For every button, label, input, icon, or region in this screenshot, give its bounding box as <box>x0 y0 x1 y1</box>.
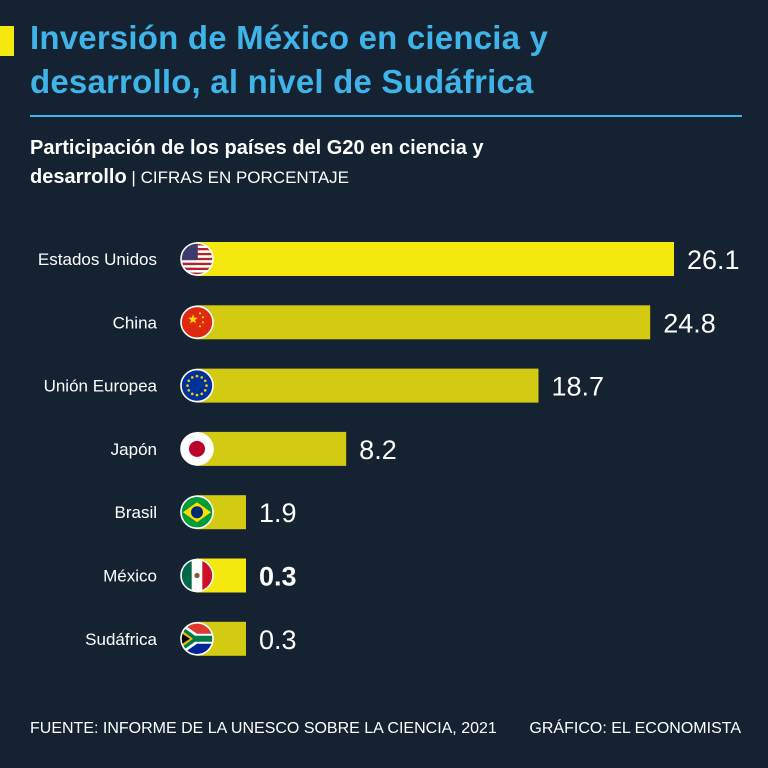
value-label: 26.1 <box>687 245 740 275</box>
title-line-1: Inversión de México en ciencia y <box>30 19 549 56</box>
subtitle-unit: | CIFRAS EN PORCENTAJE <box>126 168 349 187</box>
china-flag-icon <box>181 306 213 339</box>
title-divider <box>30 115 742 117</box>
value-label: 0.3 <box>259 625 297 655</box>
value-label: 0.3 <box>259 562 297 592</box>
eu-flag-icon <box>181 369 213 402</box>
bar-chart: Estados Unidos 26.1 China 24.8 Unión Europea… <box>38 242 740 656</box>
flag-ring <box>180 242 214 276</box>
flag-ring <box>180 305 214 340</box>
flag-ring <box>180 621 214 656</box>
category-label: Brasil <box>114 503 157 522</box>
value-label: 24.8 <box>663 308 716 338</box>
category-label: Unión Europea <box>44 377 158 396</box>
chart-subtitle: Participación de los países del G20 en c… <box>30 134 730 192</box>
title-line-2: desarrollo, al nivel de Sudáfrica <box>30 63 534 100</box>
bar-0 <box>196 242 674 276</box>
subtitle-line-1: Participación de los países del G20 en c… <box>30 137 484 159</box>
japan-flag-icon <box>181 432 213 465</box>
category-label: Japón <box>111 440 157 459</box>
bar-1 <box>196 305 651 340</box>
category-label: Sudáfrica <box>85 630 157 649</box>
title-accent-bar <box>0 26 14 56</box>
south-africa-flag-icon <box>181 622 213 655</box>
subtitle-line-2: desarrollo <box>30 166 127 188</box>
footer-source: FUENTE: INFORME DE LA UNESCO SOBRE LA CI… <box>30 720 497 737</box>
category-label: Estados Unidos <box>38 250 157 269</box>
flag-ring <box>180 432 214 466</box>
bar-3 <box>196 431 347 466</box>
value-label: 1.9 <box>259 498 297 528</box>
footer-credit: GRÁFICO: EL ECONOMISTA <box>529 720 741 737</box>
mexico-flag-icon <box>181 559 213 592</box>
value-label: 8.2 <box>359 435 397 465</box>
page-title: Inversión de México en ciencia y desarro… <box>30 16 750 104</box>
category-label: China <box>113 313 158 332</box>
usa-flag-icon <box>181 243 213 275</box>
flag-ring <box>180 368 214 403</box>
flag-ring <box>180 558 214 593</box>
value-label: 18.7 <box>551 372 604 402</box>
bar-2 <box>196 368 539 403</box>
flag-ring <box>180 495 214 530</box>
brazil-flag-icon <box>181 496 213 529</box>
category-label: México <box>103 567 157 586</box>
